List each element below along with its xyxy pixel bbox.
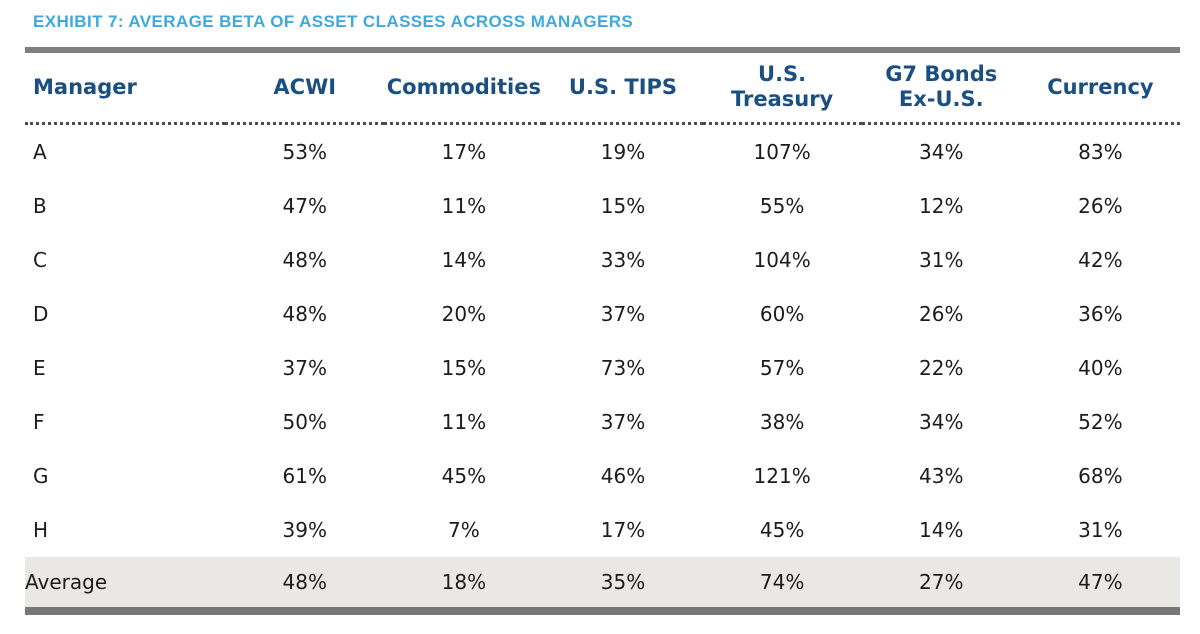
table-row-f: F 50% 11% 37% 38% 34% 52% [25,395,1180,449]
row-label: G [33,464,49,488]
exhibit-title: EXHIBIT 7: AVERAGE BETA OF ASSET CLASSES… [33,12,634,31]
table-cell: 34% [919,140,964,164]
table-cell: 45% [759,518,805,542]
table-cell: 47% [1020,557,1180,611]
table-cell: 17% [441,140,487,164]
average-row: Average 48% 18% 35% 74% 27% 47% [25,557,1180,611]
table-cell: 37% [600,302,646,326]
table-body: A 53% 17% 19% 107% 34% 83% B 47% 11% 15% 55% 12% 26% C… [25,124,1180,611]
column-header-currency: Currency [1020,50,1180,125]
table-cell: 11% [441,194,487,218]
table-cell: 48% [282,302,327,326]
row-label: E [33,356,46,380]
table-row-e: E 37% 15% 73% 57% 22% 40% [25,341,1180,395]
row-label: A [33,140,47,164]
table-row-d: D 48% 20% 37% 60% 26% 36% [25,287,1180,341]
table-cell: 73% [600,356,646,380]
table-cell: 14% [441,248,487,272]
table-row-a: A 53% 17% 19% 107% 34% 83% [25,124,1180,180]
column-header-g7-bonds-ex-u-s: G7 Bonds Ex-U.S. [861,50,1021,125]
table-cell: 74% [702,557,862,611]
column-header-acwi: ACWI [225,50,385,125]
row-label: C [33,248,47,272]
table-cell: 52% [1078,410,1123,434]
table-cell: 68% [1078,464,1123,488]
table-cell: 48% [282,248,327,272]
table-cell: 11% [441,410,487,434]
table-cell: 15% [441,356,487,380]
table-cell: 50% [282,410,327,434]
table-cell: 20% [441,302,487,326]
table-cell: 26% [1078,194,1123,218]
table-cell: 19% [600,140,646,164]
table-row-h: H 39% 7% 17% 45% 14% 31% [25,503,1180,557]
table-cell: 43% [919,464,964,488]
row-label: H [33,518,49,542]
beta-table: Manager ACWI Commodities U.S. TIPS U.S. Trea… [25,47,1180,615]
row-label: Average [25,557,226,611]
table-cell: 61% [282,464,327,488]
table-cell: 22% [919,356,964,380]
table-cell: 46% [600,464,646,488]
table-cell: 12% [919,194,964,218]
column-header-u-s-tips: U.S. TIPS [543,50,703,125]
column-header-manager: Manager [25,50,226,125]
table-cell: 34% [919,410,964,434]
table-cell: 27% [861,557,1021,611]
table-cell: 31% [919,248,964,272]
table-cell: 7% [447,518,480,542]
row-label: B [33,194,47,218]
header-row: Manager ACWI Commodities U.S. TIPS U.S. Trea… [25,50,1180,125]
table-cell: 48% [225,557,385,611]
table-cell: 60% [759,302,805,326]
table-cell: 37% [282,356,327,380]
row-label: D [33,302,49,326]
table-cell: 15% [600,194,646,218]
table-cell: 38% [759,410,805,434]
table-cell: 14% [919,518,964,542]
table-cell: 53% [282,140,327,164]
table-cell: 17% [600,518,646,542]
row-label: F [33,410,45,434]
table-cell: 35% [543,557,703,611]
table-cell: 107% [753,140,811,164]
table-cell: 39% [282,518,327,542]
table-cell: 57% [759,356,805,380]
column-header-u-s-treasury: U.S. Treasury [702,50,862,125]
table-cell: 42% [1078,248,1123,272]
table-row-c: C 48% 14% 33% 104% 31% 42% [25,233,1180,287]
table-cell: 83% [1078,140,1123,164]
table-row-b: B 47% 11% 15% 55% 12% 26% [25,179,1180,233]
table-cell: 45% [441,464,487,488]
table-cell: 37% [600,410,646,434]
table-row-g: G 61% 45% 46% 121% 43% 68% [25,449,1180,503]
table-cell: 55% [759,194,805,218]
table-cell: 18% [384,557,544,611]
table-cell: 104% [753,248,811,272]
table-header: Manager ACWI Commodities U.S. TIPS U.S. Trea… [25,50,1180,125]
column-header-commodities: Commodities [384,50,544,125]
table-cell: 33% [600,248,646,272]
table-cell: 121% [753,464,811,488]
table-cell: 31% [1078,518,1123,542]
table-cell: 26% [919,302,964,326]
table-cell: 47% [282,194,327,218]
table-cell: 36% [1078,302,1123,326]
table-cell: 40% [1078,356,1123,380]
